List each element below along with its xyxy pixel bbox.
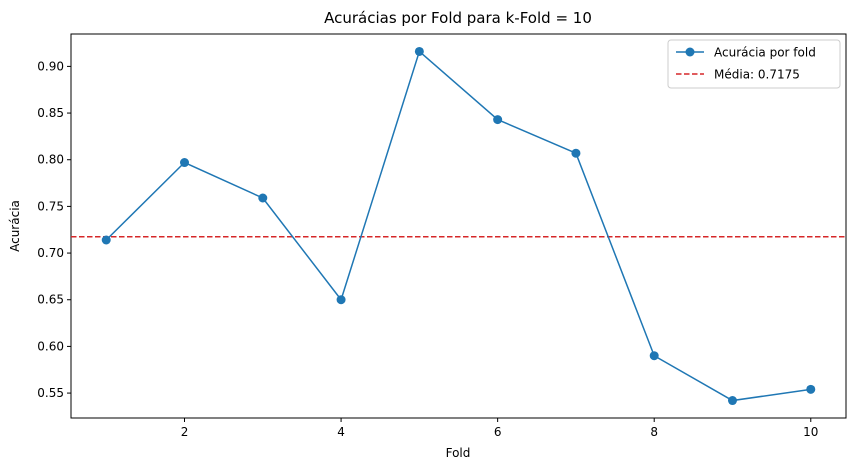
legend-box bbox=[667, 39, 841, 89]
data-point bbox=[571, 148, 581, 158]
legend-mean-label: Média: 0.7175 bbox=[714, 68, 800, 82]
y-axis: 0.55 0.60 0.65 0.70 0.75 0.80 0.85 0.90 bbox=[37, 59, 71, 400]
series-group bbox=[101, 46, 816, 406]
data-point bbox=[180, 158, 190, 168]
y-tick-label: 0.75 bbox=[37, 199, 64, 213]
legend-series-marker bbox=[685, 47, 695, 57]
y-tick-label: 0.90 bbox=[37, 59, 64, 73]
series-line bbox=[105, 50, 811, 402]
x-tick-label: 2 bbox=[181, 425, 189, 439]
x-tick-label: 8 bbox=[650, 425, 658, 439]
x-axis-label: Fold bbox=[446, 446, 471, 460]
x-tick-label: 10 bbox=[803, 425, 818, 439]
data-point bbox=[649, 351, 659, 361]
y-tick-label: 0.85 bbox=[37, 106, 64, 120]
legend: Acurácia por fold Média: 0.7175 bbox=[667, 39, 841, 89]
y-tick-label: 0.55 bbox=[37, 386, 64, 400]
data-point bbox=[258, 193, 268, 203]
data-point bbox=[493, 115, 503, 125]
chart-title: Acurácias por Fold para k-Fold = 10 bbox=[324, 9, 592, 27]
x-tick-label: 6 bbox=[494, 425, 502, 439]
y-tick-label: 0.60 bbox=[37, 339, 64, 353]
x-axis: 2 4 6 8 10 bbox=[181, 418, 818, 439]
data-point bbox=[414, 46, 424, 56]
data-point bbox=[101, 235, 111, 245]
data-point bbox=[806, 384, 816, 394]
legend-series-label: Acurácia por fold bbox=[714, 46, 816, 60]
y-axis-label: Acurácia bbox=[8, 200, 22, 252]
data-point bbox=[727, 396, 737, 406]
data-point bbox=[336, 295, 346, 305]
plot-area bbox=[70, 33, 847, 419]
y-tick-label: 0.70 bbox=[37, 246, 64, 260]
x-tick-label: 4 bbox=[337, 425, 345, 439]
y-tick-label: 0.80 bbox=[37, 153, 64, 167]
y-tick-label: 0.65 bbox=[37, 293, 64, 307]
